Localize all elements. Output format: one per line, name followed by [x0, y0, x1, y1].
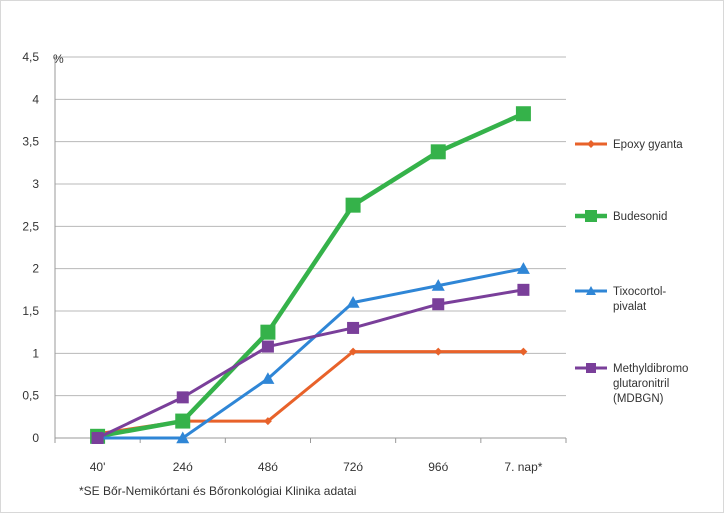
data-point-square	[517, 283, 530, 296]
series-line	[97, 350, 524, 436]
legend: Epoxy gyanta Budesonid Tixocortol-pivalat M…	[575, 139, 688, 405]
series-methyldibromo-glutaronitril-mdbgn	[91, 283, 530, 444]
data-point-triangle	[516, 262, 530, 274]
series-line	[97, 111, 525, 439]
data-point-diamond	[587, 140, 595, 148]
x-tick-label: 24ó	[173, 460, 193, 474]
legend-item: Methyldibromo glutaronitril (MDBGN)	[575, 363, 688, 405]
series-line	[97, 267, 524, 440]
data-point-square	[432, 298, 445, 311]
x-tick-label: 48ó	[258, 460, 278, 474]
data-point-square	[586, 363, 596, 373]
legend-label: Budesonid	[613, 211, 667, 223]
y-tick-label: 0	[32, 431, 39, 445]
legend-label: Tixocortol-pivalat	[613, 286, 666, 313]
x-tick-label: 96ó	[428, 460, 448, 474]
data-point-triangle	[346, 296, 360, 308]
legend-item: Tixocortol-pivalat	[575, 286, 666, 313]
y-tick-label: 4,5	[22, 50, 39, 64]
data-point-diamond	[349, 347, 358, 356]
series-budesonid	[90, 106, 531, 444]
legend-label: Epoxy gyanta	[613, 139, 683, 151]
data-point-square	[260, 324, 276, 340]
y-tick-label: 2	[32, 262, 39, 276]
data-point-diamond	[519, 347, 528, 356]
data-point-diamond	[434, 347, 443, 356]
data-point-square	[585, 210, 597, 222]
y-tick-label: 1	[32, 346, 39, 360]
series-line	[96, 288, 524, 440]
y-tick-label: 3,5	[22, 135, 39, 149]
data-point-square	[261, 340, 274, 353]
data-point-square	[345, 197, 361, 213]
x-tick-label: 40'	[90, 460, 106, 474]
legend-item: Epoxy gyanta	[575, 139, 683, 151]
legend-label: Methyldibromo glutaronitril (MDBGN)	[613, 363, 688, 405]
data-point-square	[175, 413, 191, 429]
y-tick-label: 4	[32, 92, 39, 106]
data-point-square	[176, 391, 189, 404]
data-point-triangle	[261, 372, 275, 384]
y-tick-label: 3	[32, 177, 39, 191]
data-point-square	[515, 106, 531, 122]
data-point-square	[347, 321, 360, 334]
x-tick-label: 7. nap*	[504, 460, 542, 474]
gridlines	[55, 56, 566, 439]
y-tick-label: 1,5	[22, 304, 39, 318]
y-tick-label: 0,5	[22, 389, 39, 403]
data-point-diamond	[263, 417, 272, 426]
y-tick-label: 2,5	[22, 219, 39, 233]
data-point-triangle	[431, 279, 445, 291]
footnote: *SE Bőr-Nemikórtani és Bőronkológiai Kli…	[79, 484, 356, 498]
legend-item: Budesonid	[575, 210, 667, 223]
data-point-square	[430, 144, 446, 160]
data-point-triangle	[176, 431, 190, 444]
data-point-square	[91, 432, 104, 444]
data-point-triangle	[586, 286, 596, 295]
y-unit-label: %	[53, 52, 64, 66]
x-tick-label: 72ó	[343, 460, 363, 474]
